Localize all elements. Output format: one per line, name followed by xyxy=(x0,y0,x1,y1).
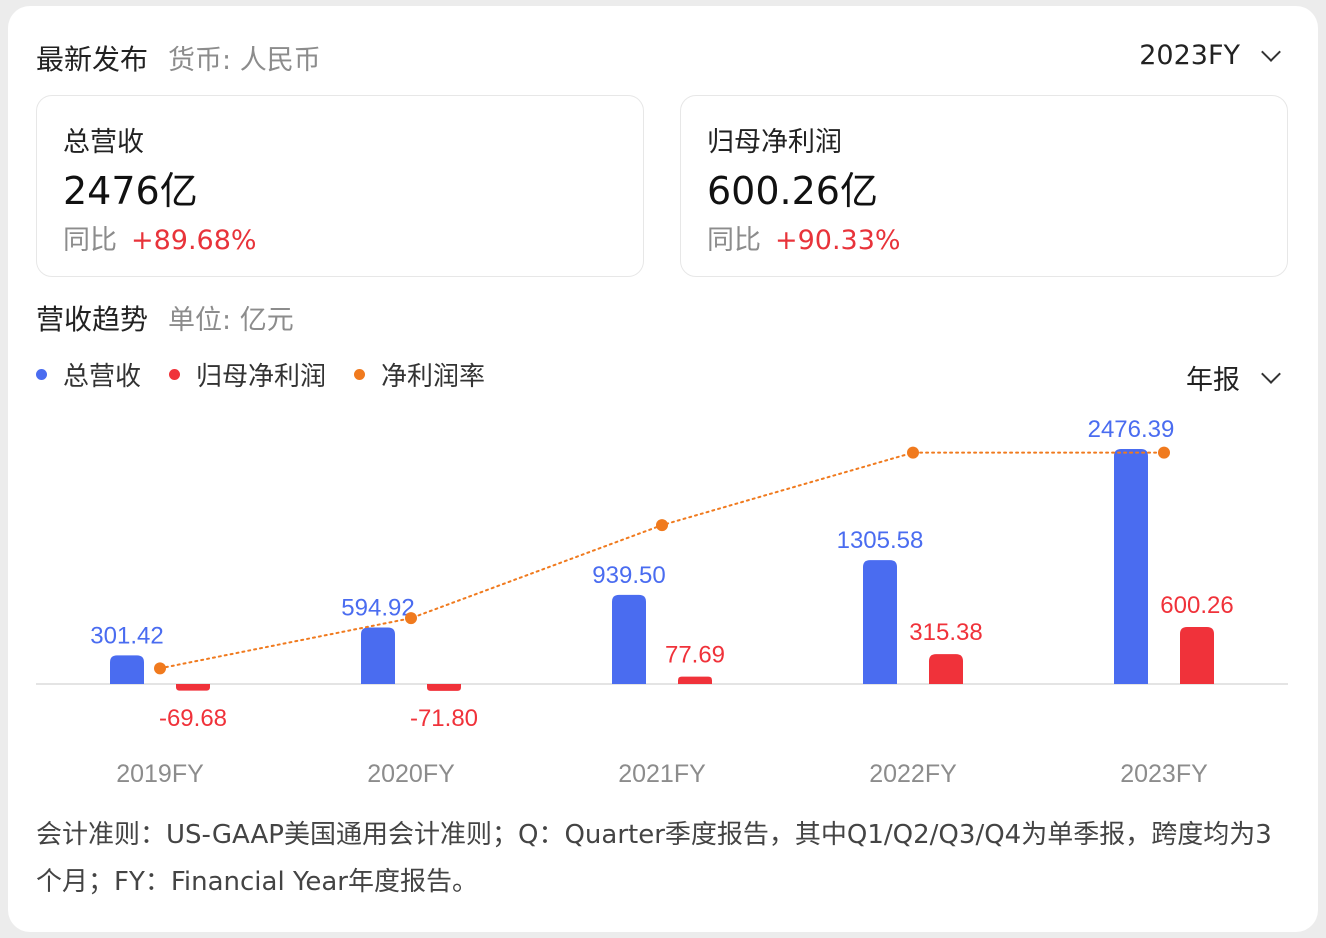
net-profit-yoy-value: +90.33% xyxy=(775,225,901,256)
revenue-data-label: 301.42 xyxy=(90,622,163,649)
net-profit-yoy: 同比 +90.33% xyxy=(707,218,901,257)
x-tick-label: 2020FY xyxy=(367,760,455,788)
period-dropdown[interactable]: 2023FY xyxy=(1139,40,1281,71)
latest-header: 最新发布 货币: 人民币 xyxy=(36,38,321,78)
revenue-data-label: 939.50 xyxy=(592,562,665,589)
legend-label: 净利润率 xyxy=(381,362,486,392)
revenue-label: 总营收 xyxy=(63,127,144,158)
x-tick-label: 2023FY xyxy=(1120,760,1208,788)
chevron-down-icon xyxy=(1261,363,1281,384)
net-profit-data-label: 600.26 xyxy=(1160,592,1233,619)
net-margin-line xyxy=(159,451,1165,670)
legend-dot-icon xyxy=(169,369,181,380)
x-tick-label: 2019FY xyxy=(116,760,204,788)
net-profit-bar xyxy=(1180,627,1214,684)
net-margin-point xyxy=(405,612,417,625)
net-margin-point xyxy=(907,446,919,459)
period-value: 2023FY xyxy=(1139,40,1240,71)
revenue-bar xyxy=(612,594,646,684)
net-profit-bar xyxy=(678,676,712,684)
legend-item-net-profit[interactable]: 归母净利润 xyxy=(169,356,326,393)
revenue-data-label: 2476.39 xyxy=(1088,416,1175,443)
revenue-card: 总营收 2476亿 同比 +89.68% xyxy=(36,95,644,277)
legend-item-revenue[interactable]: 总营收 xyxy=(36,356,141,393)
revenue-value: 2476亿 xyxy=(63,169,198,213)
net-profit-bar xyxy=(176,684,210,691)
net-profit-value: 600.26亿 xyxy=(707,169,878,213)
trend-header: 营收趋势 单位: 亿元 xyxy=(36,298,294,338)
net-profit-label: 归母净利润 xyxy=(707,127,842,158)
revenue-bar xyxy=(361,627,395,684)
legend-label: 归母净利润 xyxy=(196,362,327,392)
x-tick-label: 2021FY xyxy=(618,760,706,788)
revenue-bar xyxy=(863,560,897,684)
revenue-bar xyxy=(1114,449,1148,684)
revenue-data-label: 594.92 xyxy=(341,595,414,622)
net-margin-point xyxy=(154,662,166,675)
net-profit-yoy-label: 同比 xyxy=(707,225,761,256)
currency-label: 货币: 人民币 xyxy=(168,45,321,76)
revenue-data-label: 1305.58 xyxy=(837,527,924,554)
legend-label: 总营收 xyxy=(63,362,142,392)
net-profit-card: 归母净利润 600.26亿 同比 +90.33% xyxy=(680,95,1288,277)
net-margin-point xyxy=(656,519,668,532)
net-margin-point xyxy=(1158,446,1170,459)
latest-title: 最新发布 xyxy=(36,43,149,76)
revenue-yoy-label: 同比 xyxy=(63,225,117,256)
legend-item-margin[interactable]: 净利润率 xyxy=(354,356,485,393)
legend-dot-icon xyxy=(36,369,47,380)
net-profit-data-label: 77.69 xyxy=(665,642,725,669)
revenue-bar xyxy=(110,655,144,684)
trend-title: 营收趋势 xyxy=(36,303,149,336)
footnote: 会计准则：US-GAAP美国通用会计准则；Q：Quarter季度报告，其中Q1/… xyxy=(36,820,1272,897)
net-profit-bar xyxy=(427,684,461,691)
x-tick-label: 2022FY xyxy=(869,760,957,788)
net-profit-data-label: 315.38 xyxy=(909,619,982,646)
frequency-dropdown[interactable]: 年报 xyxy=(1186,358,1281,397)
unit-label: 单位: 亿元 xyxy=(168,305,294,336)
frequency-value: 年报 xyxy=(1186,365,1240,396)
net-profit-data-label: -71.80 xyxy=(410,705,478,732)
chart-legend: 总营收 归母净利润 净利润率 xyxy=(36,356,513,393)
revenue-yoy-value: +89.68% xyxy=(131,225,257,256)
net-profit-bar xyxy=(929,654,963,684)
legend-dot-icon xyxy=(354,369,366,380)
net-profit-data-label: -69.68 xyxy=(159,705,227,732)
revenue-trend-chart: 301.42 -69.68 2019FY 594.92 -71.80 2020FY 939.… xyxy=(36,416,1288,788)
revenue-yoy: 同比 +89.68% xyxy=(63,218,257,257)
chevron-down-icon xyxy=(1261,41,1281,62)
